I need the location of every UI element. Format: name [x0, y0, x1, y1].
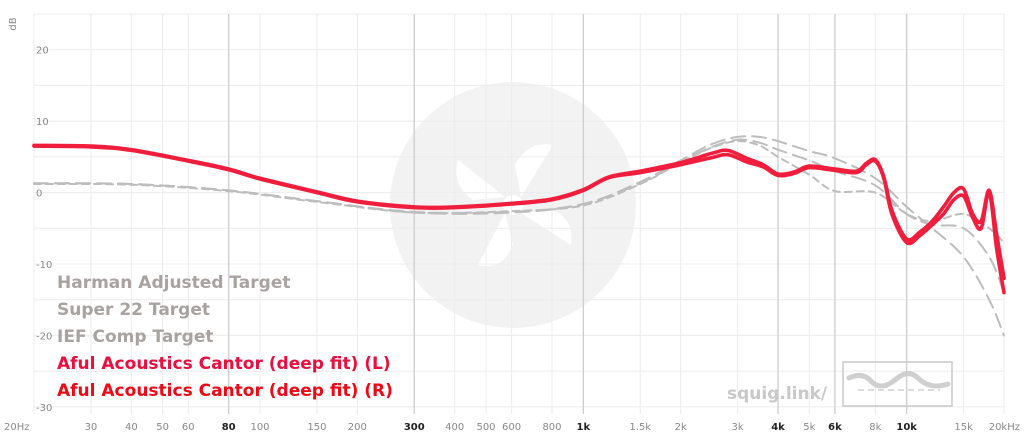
x-tick-label: 20Hz [4, 422, 30, 433]
x-tick-label: 50 [156, 422, 169, 433]
x-tick-label: 150 [307, 422, 326, 433]
series-lines [32, 135, 1006, 337]
legend-entry[interactable]: Super 22 Target [57, 300, 210, 320]
x-tick-label: 8k [869, 422, 881, 433]
x-tick-label: 60 [182, 422, 195, 433]
x-tick-label: 800 [542, 422, 561, 433]
x-tick-label: 30 [85, 422, 98, 433]
x-tick-label: 400 [445, 422, 464, 433]
brand-text: squig.link/ [727, 384, 828, 404]
y-tick-label: -10 [36, 260, 52, 271]
grid-lines [33, 13, 1005, 414]
x-tick-label: 10k [896, 422, 917, 433]
x-tick-label: 20kHz [989, 422, 1020, 433]
y-tick-label: 10 [36, 117, 49, 128]
legend-entry[interactable]: Aful Acoustics Cantor (deep fit) (R) [57, 381, 393, 401]
x-tick-label: 4k [771, 422, 785, 433]
x-tick-label: 6k [828, 422, 842, 433]
x-tick-label: 80 [222, 422, 236, 433]
x-tick-label: 1k [577, 422, 591, 433]
x-tick-label: 1.5k [629, 422, 651, 433]
x-tick-label: 600 [502, 422, 521, 433]
legend-entry[interactable]: IEF Comp Target [57, 327, 214, 347]
y-axis-label: dB [8, 17, 19, 30]
series-line-3 [33, 138, 1005, 294]
x-tick-label: 2k [675, 422, 687, 433]
y-tick-label: 0 [36, 189, 42, 200]
x-tick-label: 300 [404, 422, 425, 433]
series-line-5 [32, 143, 1006, 281]
x-tick-label: 500 [476, 422, 495, 433]
y-tick-label: 20 [36, 46, 49, 57]
x-tick-label: 5k [803, 422, 815, 433]
legend-entry[interactable]: Harman Adjusted Target [57, 273, 291, 293]
x-axis-ticks: 20Hz 30 40 50 60 80 100 150 200 300 400 500 600 800 1k… [4, 422, 1020, 433]
y-axis-ticks: 20 10 0 -10 -20 -30 [36, 46, 52, 414]
y-tick-label: -30 [36, 403, 52, 414]
y-tick-label: -20 [36, 331, 52, 342]
squiggle-logo-icon [842, 361, 953, 407]
x-tick-label: 200 [348, 422, 367, 433]
x-tick-label: 3k [732, 422, 744, 433]
x-tick-label: 100 [250, 422, 269, 433]
legend: Harman Adjusted Target Super 22 Target IEF… [57, 273, 393, 401]
legend-entry[interactable]: Aful Acoustics Cantor (deep fit) (L) [57, 354, 391, 374]
x-tick-label: 40 [125, 422, 138, 433]
x-tick-label: 15k [954, 422, 973, 433]
